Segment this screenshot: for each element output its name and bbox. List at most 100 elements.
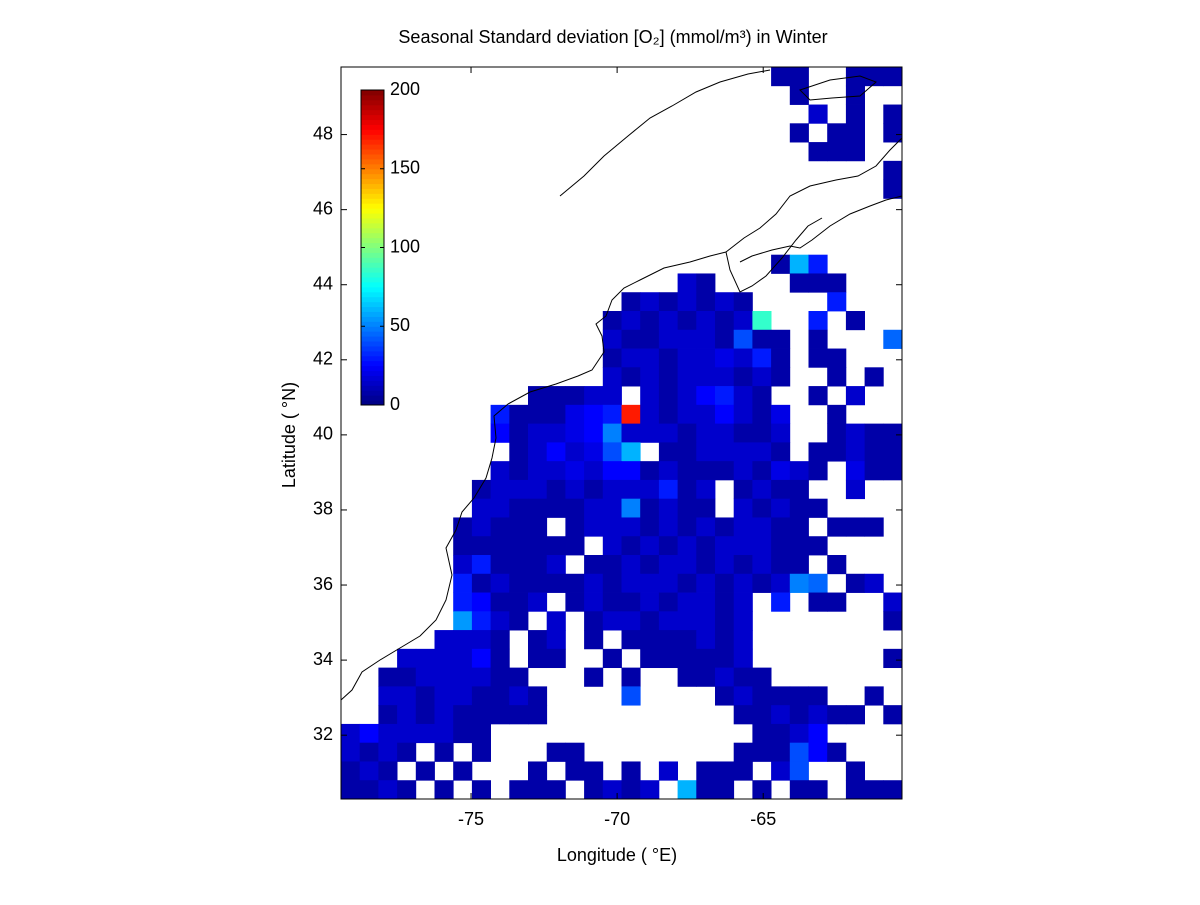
cell — [602, 611, 622, 631]
cell — [696, 461, 716, 481]
cell — [471, 780, 491, 800]
cell — [434, 705, 454, 725]
cell — [752, 723, 772, 744]
cell — [397, 723, 417, 744]
cell — [771, 592, 791, 612]
cell — [715, 686, 735, 706]
cell — [584, 386, 604, 406]
colorbar-swatch — [361, 217, 384, 224]
cell — [883, 780, 903, 800]
cell — [752, 479, 772, 500]
cell — [640, 292, 660, 312]
cell — [677, 536, 697, 556]
cell — [845, 85, 865, 105]
cell — [509, 461, 529, 481]
cell — [621, 573, 641, 593]
cell — [621, 686, 641, 706]
cell — [546, 648, 566, 669]
cell — [752, 742, 772, 762]
cell — [658, 611, 678, 631]
cell — [696, 592, 716, 612]
colorbar: 0 50 100 150 200 — [360, 79, 420, 414]
x-tick-label: -70 — [604, 809, 630, 829]
colorbar-swatch — [361, 203, 384, 209]
cell — [584, 761, 604, 781]
cell — [640, 329, 660, 349]
cell — [640, 555, 660, 575]
cell — [808, 348, 828, 368]
cell — [752, 404, 772, 425]
cell — [546, 479, 566, 500]
cell — [640, 592, 660, 612]
cell — [471, 648, 491, 669]
cell — [640, 479, 660, 500]
cell — [528, 536, 548, 556]
cell — [640, 367, 660, 387]
cell — [640, 386, 660, 406]
cell — [509, 517, 529, 537]
colorbar-tick-label: 0 — [390, 394, 400, 414]
cell — [789, 780, 809, 800]
cell — [434, 742, 454, 762]
cell — [752, 667, 772, 687]
cell — [621, 780, 641, 800]
cell — [845, 573, 865, 593]
plot-frame — [340, 66, 903, 800]
cell — [883, 179, 903, 199]
cell — [808, 311, 828, 331]
colorbar-swatch — [361, 222, 384, 229]
cell — [565, 536, 585, 556]
cell — [715, 292, 735, 312]
cell — [696, 442, 716, 462]
cell — [658, 311, 678, 331]
cell — [528, 761, 548, 781]
cell — [565, 498, 585, 518]
colorbar-tick-label: 200 — [390, 79, 420, 99]
cell — [733, 630, 753, 650]
cell — [584, 611, 604, 631]
cell — [640, 648, 660, 669]
cell — [584, 667, 604, 687]
cell — [602, 517, 622, 537]
cell — [658, 461, 678, 481]
cell — [528, 573, 548, 593]
cell — [845, 104, 865, 124]
cell — [733, 517, 753, 537]
cell — [808, 104, 828, 124]
colorbar-swatch — [361, 153, 384, 160]
colorbar-swatch — [361, 316, 384, 322]
cell — [845, 761, 865, 781]
cell — [378, 686, 398, 706]
cell — [752, 423, 772, 443]
cell — [864, 780, 884, 800]
cell — [415, 686, 435, 706]
cell — [602, 780, 622, 800]
cell — [733, 329, 753, 349]
cell — [434, 686, 454, 706]
cell — [808, 498, 828, 518]
colorbar-swatch — [361, 311, 384, 317]
cell — [808, 273, 828, 293]
cell — [471, 705, 491, 725]
coast-line — [799, 75, 877, 101]
cell — [677, 667, 697, 687]
cell — [808, 705, 828, 725]
cell — [658, 479, 678, 500]
cell — [602, 311, 622, 331]
cell — [471, 630, 491, 650]
cell — [771, 404, 791, 425]
colorbar-swatch — [361, 114, 384, 121]
cell — [341, 780, 361, 800]
cell — [752, 686, 772, 706]
cell — [584, 780, 604, 800]
cell — [490, 536, 510, 556]
cell — [715, 536, 735, 556]
y-tick-label: 42 — [313, 349, 333, 369]
cell — [845, 780, 865, 800]
cell — [808, 386, 828, 406]
colorbar-swatch — [361, 281, 384, 288]
cell — [789, 498, 809, 518]
colorbar-swatch — [361, 198, 384, 204]
cell — [677, 423, 697, 443]
cell — [509, 780, 529, 800]
